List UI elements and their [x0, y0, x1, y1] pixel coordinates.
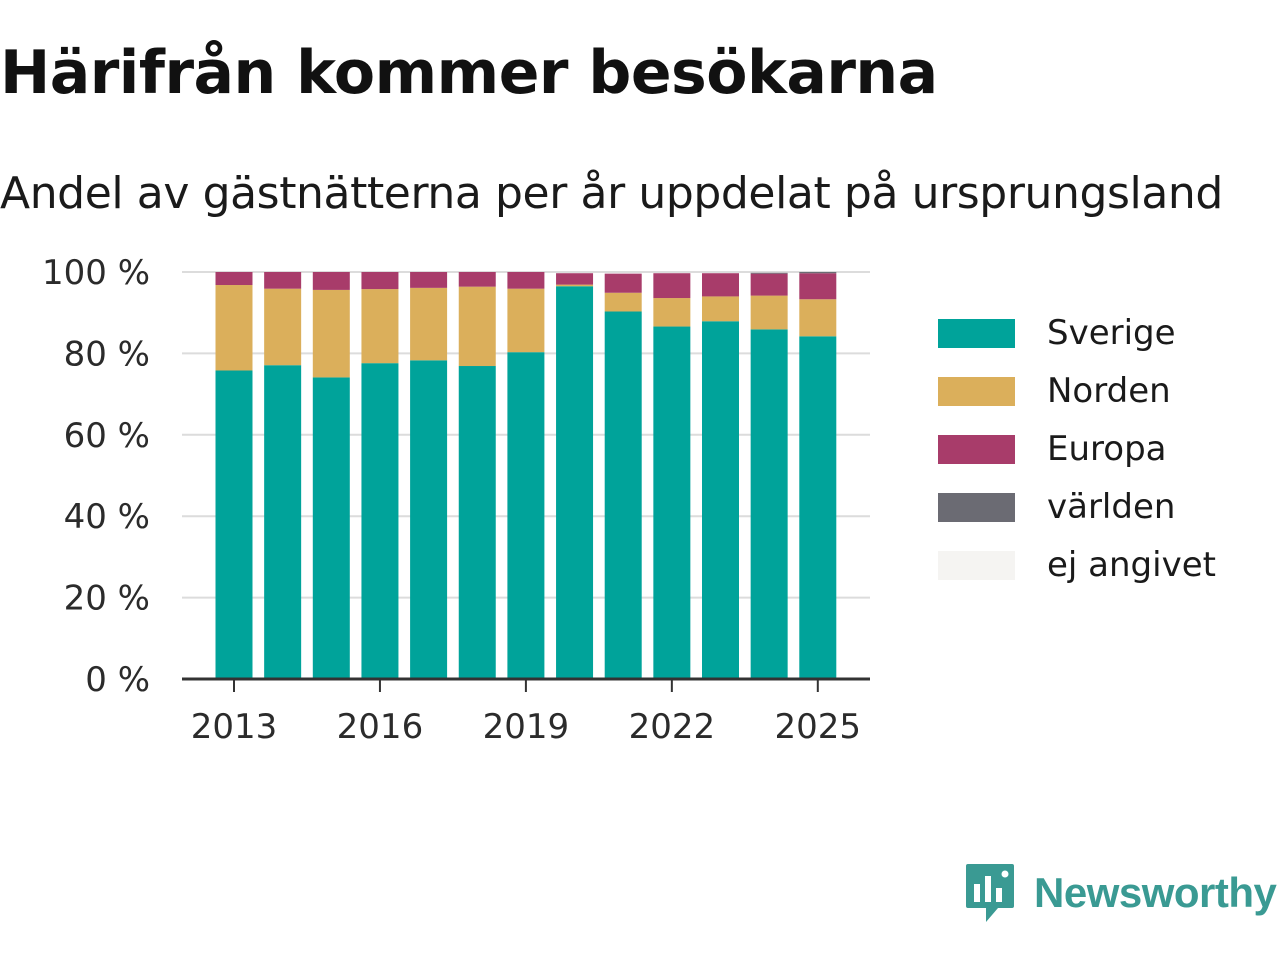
bar-segment [750, 295, 788, 330]
bar-segment [410, 272, 448, 288]
x-tick-label: 2022 [629, 707, 716, 747]
brand-name: Newsworthy [1034, 869, 1277, 916]
bar-segment [556, 273, 594, 285]
bar-segment [604, 311, 642, 679]
bar-segment [653, 273, 691, 299]
bar-segment [361, 363, 399, 679]
bar-segment [215, 370, 253, 679]
bar-segment [458, 366, 496, 679]
bar-segment [507, 352, 545, 679]
bar-segment [702, 296, 739, 322]
bar-segment [799, 272, 837, 274]
bar-segment [556, 286, 594, 679]
y-tick-label: 100 % [42, 253, 150, 293]
chart-title: Härifrån kommer besökarna [0, 38, 938, 108]
legend-item: Sverige [938, 304, 1216, 362]
legend-label: Europa [1047, 429, 1167, 469]
x-tick-label: 2025 [775, 707, 862, 747]
bar-segment [653, 326, 691, 679]
bar-segment [215, 285, 253, 371]
bar-segment [799, 336, 837, 679]
y-tick-label: 80 % [64, 334, 150, 374]
legend-item: ej angivet [938, 536, 1216, 594]
bar-segment [312, 377, 350, 679]
bar-segment [312, 289, 350, 378]
bar-segment [264, 288, 302, 366]
bar-segment [702, 273, 739, 297]
x-tick-label: 2019 [483, 707, 570, 747]
legend-item: Norden [938, 362, 1216, 420]
bar-segment [604, 273, 642, 293]
bar-segment [750, 329, 788, 679]
bar-segment [264, 365, 302, 679]
legend-label: ej angivet [1047, 545, 1216, 585]
bar-segment [458, 272, 496, 287]
legend-label: Sverige [1047, 313, 1176, 353]
chart-subtitle: Andel av gästnätterna per år uppdelat på… [0, 168, 1223, 219]
legend-swatch [938, 492, 1015, 522]
bar-segment [799, 273, 837, 300]
bar-segment [750, 272, 788, 274]
bar-segment [507, 272, 545, 289]
x-tick-label: 2016 [337, 707, 424, 747]
bar-segment [653, 298, 691, 327]
bar-segment [702, 321, 739, 679]
legend-item: Europa [938, 420, 1216, 478]
chart-legend: Sverige Norden Europa världen ej angivet [938, 304, 1216, 594]
legend-swatch [938, 434, 1015, 464]
legend-label: världen [1047, 487, 1176, 527]
newsworthy-logo-icon [966, 864, 1014, 922]
bar-segment [604, 292, 642, 312]
legend-swatch [938, 550, 1015, 580]
legend-item: världen [938, 478, 1216, 536]
bar-segment [312, 272, 350, 290]
bar-segment [361, 289, 399, 364]
bar-segment [507, 288, 545, 353]
bar-segment [799, 299, 837, 337]
bar-segment [556, 284, 594, 287]
y-tick-label: 0 % [85, 660, 150, 700]
brand-logo: Newsworthy [964, 862, 1277, 924]
legend-swatch [938, 376, 1015, 406]
legend-swatch [938, 318, 1015, 348]
x-tick-label: 2013 [191, 707, 278, 747]
bar-segment [361, 272, 399, 290]
bar-segment [750, 273, 788, 296]
bar-segment [458, 286, 496, 367]
y-tick-label: 60 % [64, 416, 150, 456]
y-tick-label: 20 % [64, 579, 150, 619]
bar-segment [215, 272, 253, 286]
legend-label: Norden [1047, 371, 1171, 411]
bar-segment [410, 360, 448, 679]
bar-segment [264, 272, 302, 289]
bar-segment [410, 287, 448, 361]
y-tick-label: 40 % [64, 497, 150, 537]
